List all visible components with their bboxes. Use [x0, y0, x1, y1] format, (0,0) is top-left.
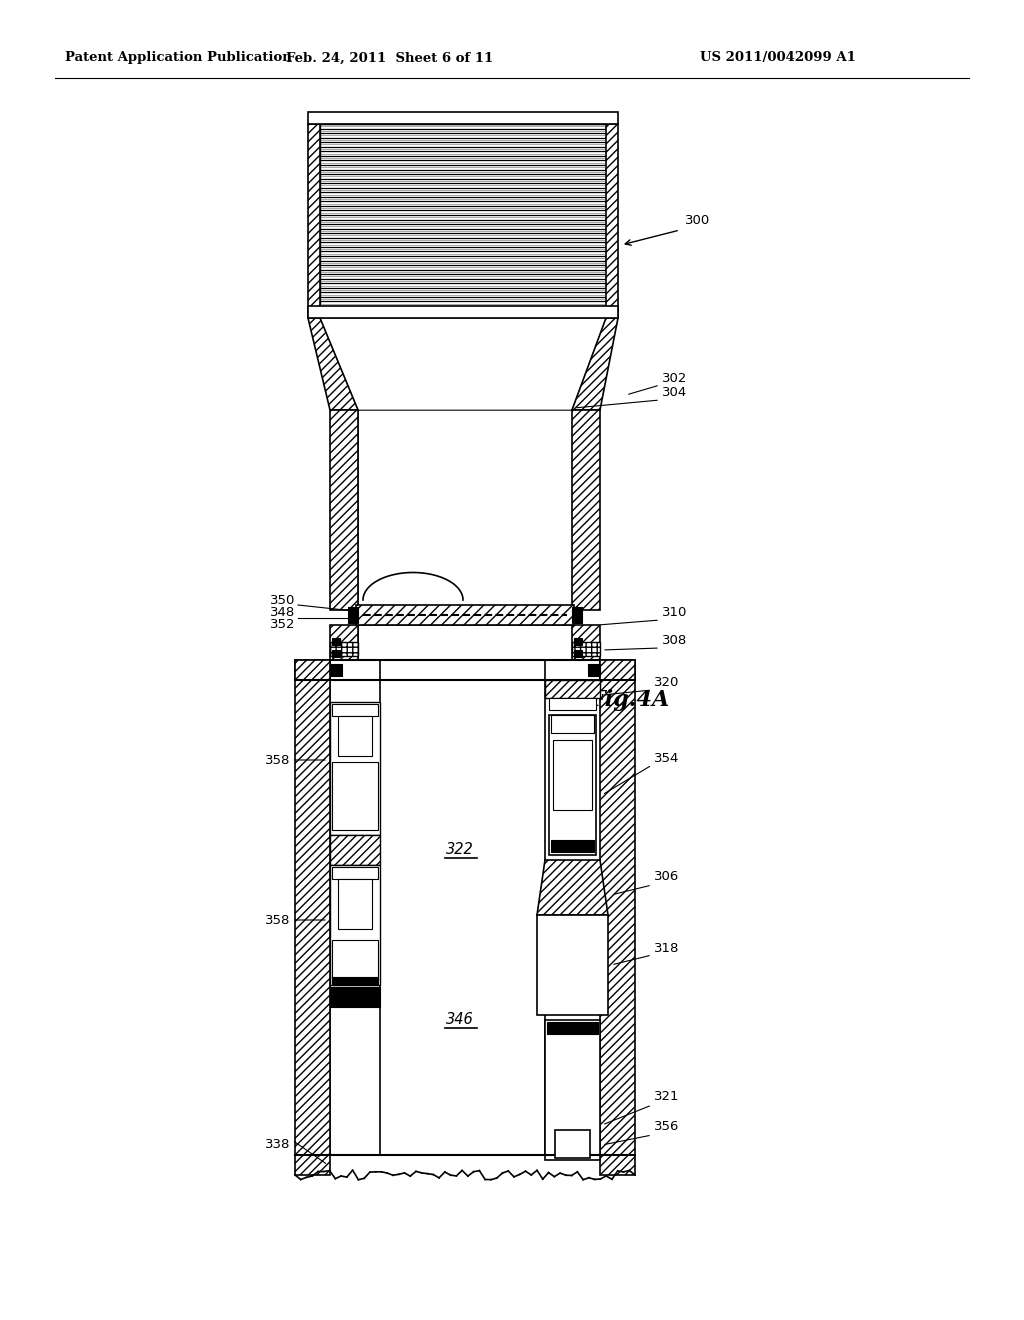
Bar [553, 741, 592, 810]
Text: 300: 300 [685, 214, 711, 227]
Bar [330, 702, 380, 836]
Bar [332, 638, 340, 645]
Text: 358: 358 [264, 913, 290, 927]
Text: US 2011/0042099 A1: US 2011/0042099 A1 [700, 51, 856, 65]
Text: 302: 302 [662, 371, 687, 384]
Bar [332, 704, 378, 715]
Text: 338: 338 [264, 1138, 290, 1151]
Text: 352: 352 [269, 619, 295, 631]
Text: 310: 310 [662, 606, 687, 619]
Bar [555, 1130, 590, 1158]
Bar [330, 642, 358, 656]
Bar [600, 1155, 635, 1175]
Bar [330, 411, 358, 610]
Text: 346: 346 [446, 1012, 474, 1027]
Text: 318: 318 [654, 941, 679, 954]
Bar [330, 865, 380, 985]
Bar [588, 664, 600, 676]
Bar [332, 867, 378, 879]
Text: 321: 321 [654, 1090, 680, 1104]
Text: 304: 304 [662, 387, 687, 400]
Bar [549, 715, 596, 855]
Text: 358: 358 [264, 754, 290, 767]
Text: 322: 322 [446, 842, 474, 858]
Text: Fig.4A: Fig.4A [590, 689, 671, 711]
Bar [332, 977, 378, 985]
Bar [551, 840, 594, 851]
Polygon shape [600, 660, 635, 680]
Bar [545, 1020, 600, 1160]
Bar [572, 411, 600, 610]
Bar [338, 879, 372, 929]
Bar [572, 607, 582, 623]
Polygon shape [319, 318, 606, 411]
Bar [295, 1155, 330, 1175]
Bar [330, 624, 358, 660]
Polygon shape [572, 318, 618, 411]
Polygon shape [308, 318, 358, 411]
Text: 354: 354 [654, 751, 679, 764]
Bar [356, 605, 574, 624]
Polygon shape [295, 660, 330, 680]
Bar [308, 112, 618, 124]
Text: 350: 350 [269, 594, 295, 606]
Bar [545, 680, 600, 698]
Text: 306: 306 [654, 870, 679, 883]
Bar [330, 660, 600, 1155]
Text: 348: 348 [269, 606, 295, 619]
Bar [332, 649, 340, 657]
Bar [332, 762, 378, 830]
Bar [549, 698, 596, 710]
Bar [572, 642, 600, 656]
Bar [572, 624, 600, 660]
Bar [330, 664, 342, 676]
Bar [348, 607, 358, 623]
Text: 308: 308 [662, 635, 687, 648]
Bar [551, 715, 594, 733]
Bar [308, 306, 618, 318]
Bar [295, 660, 330, 1155]
Bar [358, 411, 572, 610]
Text: Patent Application Publication: Patent Application Publication [65, 51, 292, 65]
Text: 320: 320 [654, 676, 679, 689]
Bar [606, 124, 618, 318]
Bar [308, 124, 319, 318]
Bar [332, 940, 378, 979]
Bar [537, 915, 608, 1015]
Bar [574, 638, 582, 645]
Bar [338, 715, 372, 756]
Polygon shape [537, 861, 608, 915]
Bar [330, 987, 380, 1007]
Bar [547, 1022, 598, 1034]
Text: Feb. 24, 2011  Sheet 6 of 11: Feb. 24, 2011 Sheet 6 of 11 [287, 51, 494, 65]
Bar [358, 624, 572, 660]
Bar [600, 660, 635, 1155]
Bar [330, 836, 380, 865]
Bar [574, 649, 582, 657]
Bar [319, 124, 606, 306]
Text: 356: 356 [654, 1121, 679, 1134]
